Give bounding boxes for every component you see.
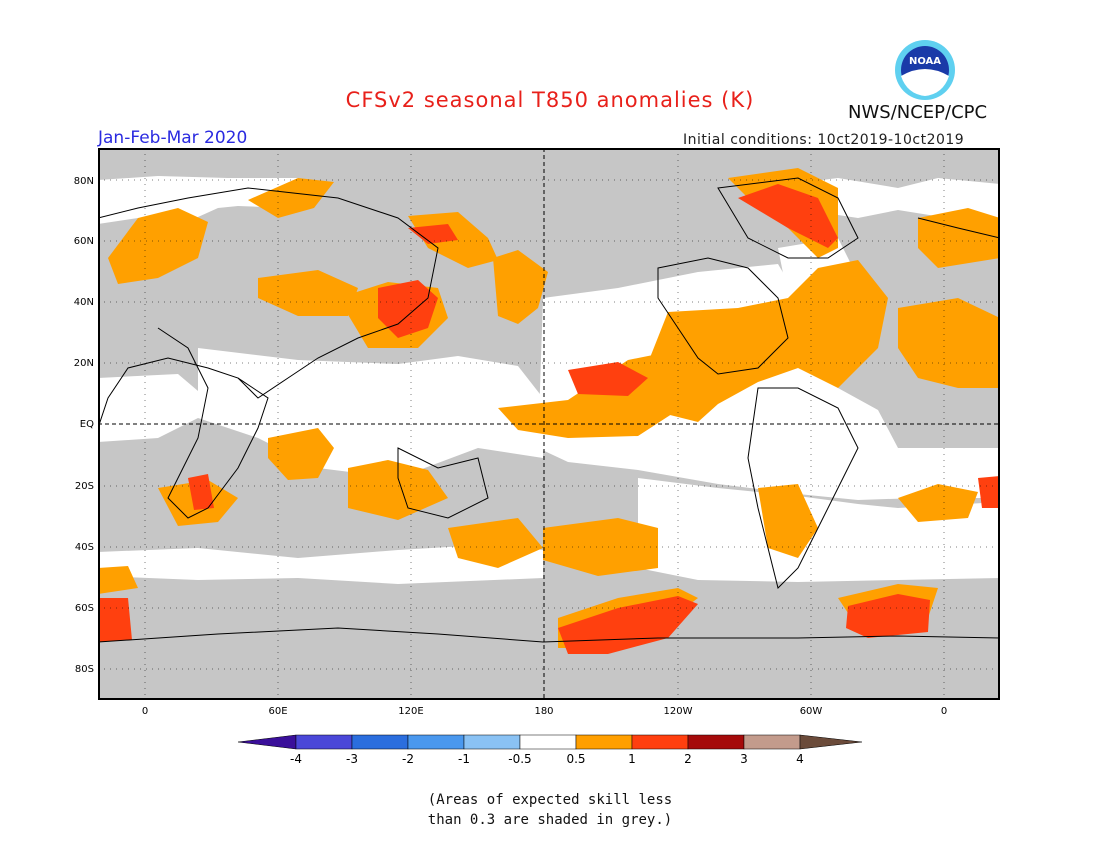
lat-label-eq: EQ [79,419,94,430]
colorbar-bin-8 [687,734,745,750]
lat-label-40s: 40S [74,542,94,553]
colorbar-label-0.5: 0.5 [566,752,586,766]
lon-label-60e: 60E [268,706,288,717]
lon-label-120e: 120E [398,706,424,717]
noaa-logo-icon: NOAA [895,40,955,100]
lat-label-60s: 60S [74,603,94,614]
agency-label: NWS/NCEP/CPC [848,102,988,123]
lat-label-60n: 60N [73,236,94,247]
colorbar-bin-5 [519,734,577,750]
skill-note-line-2: than 0.3 are shaded in grey.) [427,812,673,828]
forecast-period: Jan-Feb-Mar 2020 [98,128,248,148]
map-frame [98,148,1000,700]
lat-label-20n: 20N [73,358,94,369]
lat-label-40n: 40N [73,297,94,308]
colorbar-arrow-warm [799,734,862,750]
colorbar-arrow-cold [238,734,297,750]
logo-text: NOAA [909,56,941,67]
colorbar-bin-9 [743,734,801,750]
anomaly-map [98,148,1000,700]
lon-label-0: 0 [141,706,149,717]
lat-label-20s: 20S [74,481,94,492]
lat-label-80s: 80S [74,664,94,675]
lon-label-60w: 60W [799,706,823,717]
colorbar-label--0.5: -0.5 [508,752,532,766]
colorbar-bin-7 [631,734,689,750]
coastlines [98,177,1000,643]
colorbar-label-1: 1 [628,752,636,766]
colorbar-label--4: -4 [290,752,302,766]
colorbar-label-3: 3 [740,752,748,766]
colorbar-label--1: -1 [458,752,470,766]
colorbar-label-2: 2 [684,752,692,766]
initial-conditions: Initial conditions: 10ct2019-10ct2019 [683,132,965,148]
strong-warm-anomaly-regions [98,184,1000,654]
colorbar-bin-4 [463,734,521,750]
lon-label-0-east: 0 [940,706,948,717]
colorbar-bin-2 [351,734,409,750]
colorbar-bin-1 [295,734,353,750]
skill-note-line-1: (Areas of expected skill less [427,792,673,808]
colorbar-bin-6 [575,734,633,750]
colorbar-label--3: -3 [346,752,358,766]
colorbar-label-4: 4 [796,752,804,766]
colorbar-bin-3 [407,734,465,750]
grid-lines [98,148,1000,700]
lat-label-80n: 80N [73,176,94,187]
lon-label-180: 180 [534,706,554,717]
warm-anomaly-regions [98,168,1000,648]
colorbar [238,734,862,750]
colorbar-label--2: -2 [402,752,414,766]
lon-label-120w: 120W [663,706,693,717]
map-title: CFSv2 seasonal T850 anomalies (K) [345,88,755,112]
